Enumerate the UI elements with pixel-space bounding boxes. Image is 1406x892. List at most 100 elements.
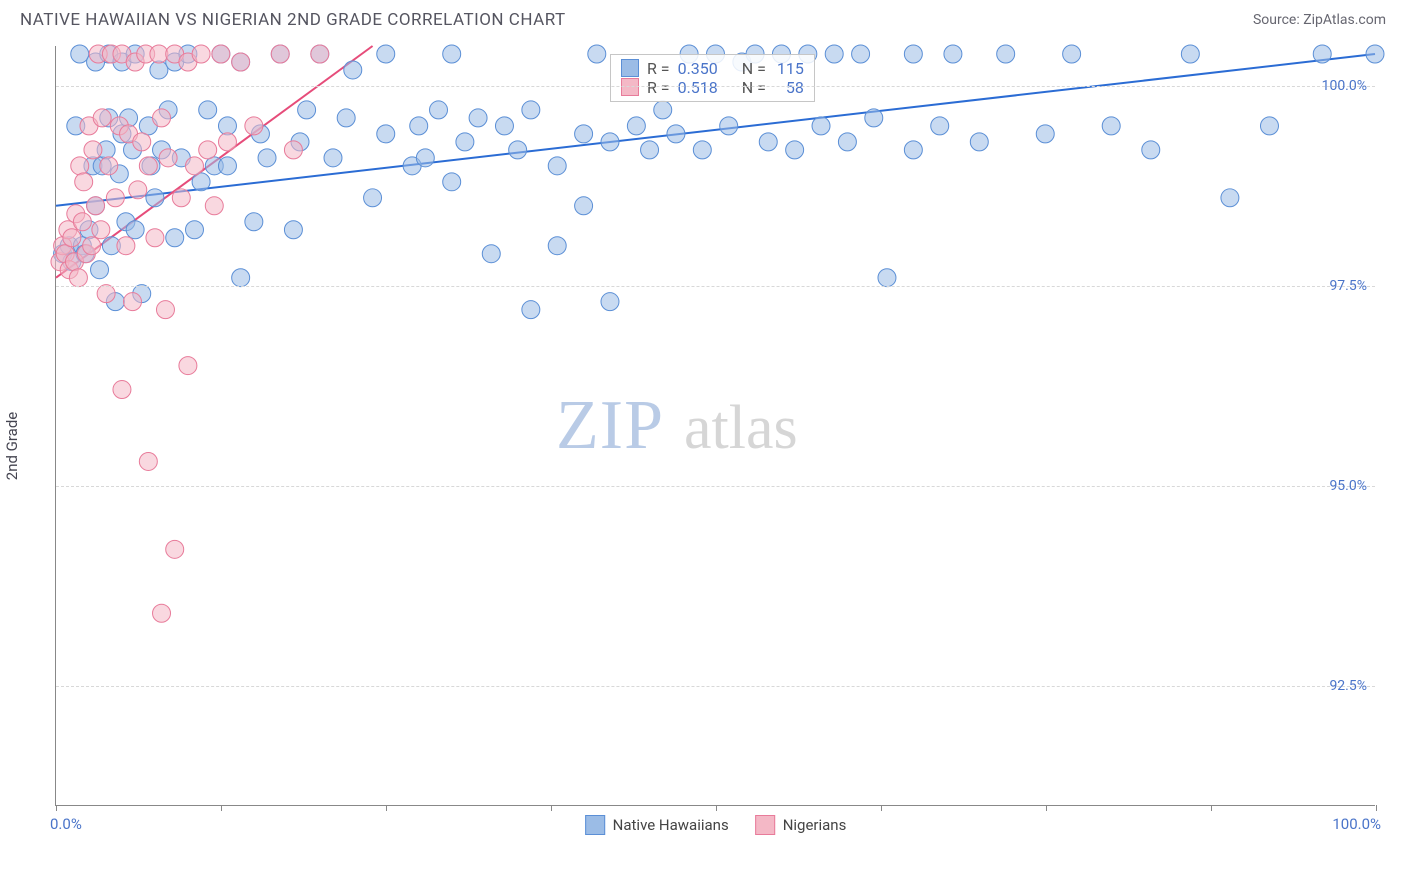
data-point <box>83 237 101 255</box>
data-point <box>172 189 190 207</box>
stat-key: N = <box>742 59 766 78</box>
data-point <box>91 261 109 279</box>
data-point <box>1366 45 1384 63</box>
data-point <box>410 117 428 135</box>
data-point <box>232 53 250 71</box>
stat-key: N = <box>742 78 766 97</box>
data-point <box>627 117 645 135</box>
data-point <box>522 101 540 119</box>
gridline <box>56 486 1375 487</box>
data-point <box>364 189 382 207</box>
data-point <box>601 133 619 151</box>
data-point <box>129 181 147 199</box>
data-point <box>100 157 118 175</box>
data-point <box>759 133 777 151</box>
stat-n-value: 58 <box>774 78 804 97</box>
data-point <box>284 141 302 159</box>
data-point <box>575 125 593 143</box>
data-point <box>153 604 171 622</box>
scatter-svg <box>56 46 1375 805</box>
data-point <box>548 237 566 255</box>
data-point <box>1063 45 1081 63</box>
data-point <box>71 157 89 175</box>
data-point <box>159 149 177 167</box>
chart-source: Source: ZipAtlas.com <box>1253 12 1386 28</box>
y-axis-label: 2nd Grade <box>3 412 21 480</box>
data-point <box>495 117 513 135</box>
gridline <box>56 686 1375 687</box>
data-point <box>838 133 856 151</box>
stats-row: R =0.350 N =115 <box>621 59 804 78</box>
data-point <box>92 221 110 239</box>
data-point <box>1313 45 1331 63</box>
data-point <box>548 157 566 175</box>
data-point <box>71 45 89 63</box>
data-point <box>720 117 738 135</box>
data-point <box>667 125 685 143</box>
data-point <box>205 197 223 215</box>
data-point <box>199 101 217 119</box>
stat-r-value: 0.518 <box>678 78 718 97</box>
legend-label: Nigerians <box>783 816 847 834</box>
data-point <box>245 213 263 231</box>
data-point <box>271 45 289 63</box>
legend-swatch-icon <box>621 59 639 77</box>
data-point <box>63 229 81 247</box>
data-point <box>812 117 830 135</box>
y-tick-label: 95.0% <box>1329 478 1367 494</box>
data-point <box>1221 189 1239 207</box>
data-point <box>337 109 355 127</box>
x-tick <box>1376 805 1377 811</box>
data-point <box>904 141 922 159</box>
data-point <box>430 101 448 119</box>
x-tick <box>716 805 717 811</box>
data-point <box>324 149 342 167</box>
data-point <box>139 452 157 470</box>
data-point <box>186 157 204 175</box>
data-point <box>97 285 115 303</box>
data-point <box>146 189 164 207</box>
legend-swatch-icon <box>585 815 605 835</box>
data-point <box>509 141 527 159</box>
chart-header: NATIVE HAWAIIAN VS NIGERIAN 2ND GRADE CO… <box>0 0 1406 36</box>
data-point <box>997 45 1015 63</box>
x-tick <box>386 805 387 811</box>
legend-item: Nigerians <box>755 815 847 835</box>
data-point <box>1102 117 1120 135</box>
y-tick-label: 100.0% <box>1322 78 1367 94</box>
x-tick <box>56 805 57 811</box>
data-point <box>469 109 487 127</box>
legend-label: Native Hawaiians <box>613 816 729 834</box>
y-tick-label: 92.5% <box>1329 678 1367 694</box>
data-point <box>73 213 91 231</box>
x-tick <box>881 805 882 811</box>
x-axis-start-label: 0.0% <box>50 815 82 833</box>
x-tick <box>1211 805 1212 811</box>
data-point <box>179 357 197 375</box>
data-point <box>522 301 540 319</box>
x-tick <box>221 805 222 811</box>
data-point <box>117 237 135 255</box>
data-point <box>133 133 151 151</box>
data-point <box>588 45 606 63</box>
data-point <box>106 189 124 207</box>
data-point <box>298 101 316 119</box>
data-point <box>113 381 131 399</box>
data-point <box>84 141 102 159</box>
data-point <box>232 269 250 287</box>
data-point <box>904 45 922 63</box>
data-point <box>156 301 174 319</box>
data-point <box>192 45 210 63</box>
data-point <box>311 45 329 63</box>
legend-swatch-icon <box>755 815 775 835</box>
x-tick <box>551 805 552 811</box>
data-point <box>218 157 236 175</box>
data-point <box>124 293 142 311</box>
stat-r-value: 0.350 <box>678 59 718 78</box>
data-point <box>166 229 184 247</box>
data-point <box>186 221 204 239</box>
data-point <box>865 109 883 127</box>
data-point <box>212 45 230 63</box>
data-point <box>456 133 474 151</box>
data-point <box>654 101 672 119</box>
